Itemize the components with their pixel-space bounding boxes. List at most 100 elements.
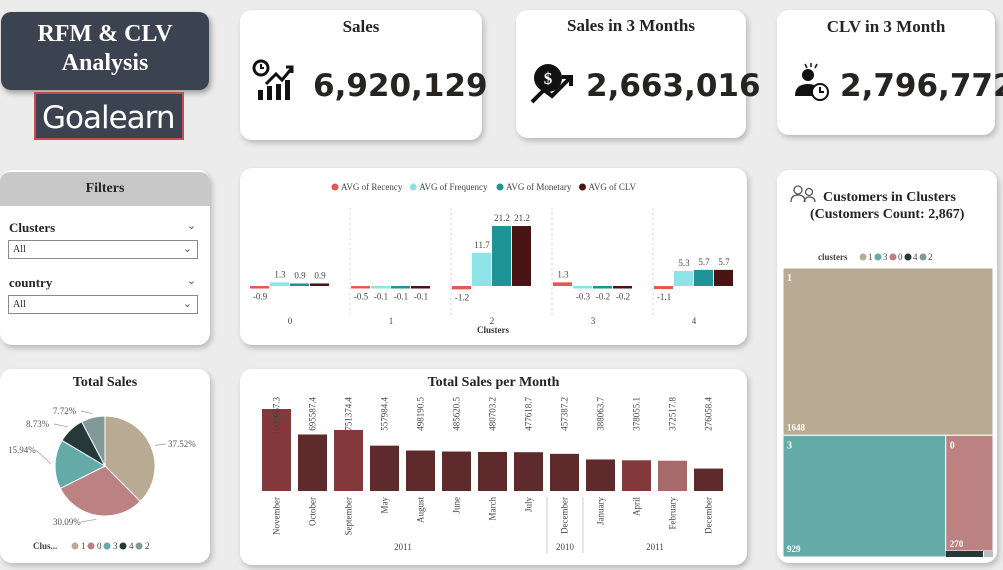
data-label: -0.2 — [596, 292, 610, 302]
bar-data-label: 477618.7 — [524, 397, 534, 431]
bar-data-label: 557984.4 — [380, 397, 390, 431]
pie-data-label: 8.73% — [26, 419, 50, 429]
total-sales-pie-chart: 37.52%30.09%15.94%8.73%7.72%Clus... 1 0 3 4 2 — [0, 369, 210, 563]
sales-3m-kpi-value: 2,663,016 — [586, 68, 761, 104]
month-tick-label: May — [380, 497, 390, 514]
bar-data-label: 695587.4 — [308, 397, 318, 431]
treemap-tile — [946, 551, 983, 557]
month-bar — [406, 451, 435, 491]
leader-line — [54, 424, 68, 427]
leader-line — [81, 519, 96, 522]
monthly-chart-title: Total Sales per Month — [240, 375, 747, 391]
title-line-2: Analysis — [1, 49, 209, 78]
goalearn-logo: Goalearn — [34, 92, 184, 140]
month-bar — [550, 454, 579, 491]
clusters-filter-value: All — [13, 244, 26, 255]
tile-value: 1648 — [787, 422, 806, 432]
legend-marker — [905, 254, 912, 261]
bar-data-label: 751374.4 — [344, 397, 354, 431]
month-tick-label: December — [704, 497, 714, 534]
country-filter-label: country — [9, 275, 52, 291]
month-tick-label: August — [416, 497, 426, 524]
legend-label: 1 — [81, 541, 86, 551]
country-collapse-icon[interactable]: ⌄ — [187, 274, 196, 287]
clusters-filter-select[interactable]: All ⌄ — [8, 240, 198, 259]
year-label: 2011 — [394, 542, 412, 552]
cluster-averages-chart: AVG of Recency AVG of Frequency AVG of Mon… — [240, 168, 747, 345]
data-label: -0.1 — [374, 292, 388, 302]
month-tick-label: September — [344, 497, 354, 536]
svg-text:$: $ — [544, 69, 553, 88]
x-tick-label: 0 — [288, 316, 293, 326]
month-bar — [514, 452, 543, 491]
data-label: -0.5 — [354, 292, 369, 302]
data-label: -0.2 — [616, 292, 630, 302]
country-filter-value: All — [13, 299, 26, 310]
legend-label: 2 — [145, 541, 150, 551]
month-tick-label: October — [308, 497, 318, 526]
month-tick-label: June — [452, 497, 462, 514]
report-title: RFM & CLV Analysis — [1, 12, 209, 90]
data-label: 5.7 — [718, 257, 730, 267]
title-line-1: RFM & CLV — [1, 20, 209, 49]
data-label: 0.9 — [314, 270, 326, 280]
legend-label: AVG of Monetary — [506, 182, 572, 192]
bar-avg-of-clv — [613, 286, 632, 289]
year-label: 2011 — [646, 542, 664, 552]
country-filter-select[interactable]: All ⌄ — [8, 295, 198, 314]
bar-data-label: 485620.5 — [452, 397, 462, 431]
monthly-sales-chart-card: Total Sales per Month 1009067.3 November 6… — [240, 369, 747, 565]
bar-growth-icon — [252, 58, 294, 102]
month-bar — [334, 430, 363, 491]
legend-label: 2 — [928, 252, 933, 262]
bar-avg-of-recency — [654, 286, 673, 289]
legend-marker — [875, 254, 882, 261]
legend-label: AVG of Frequency — [419, 182, 488, 192]
data-label: 1.3 — [557, 269, 569, 279]
sales-kpi-title: Sales — [240, 17, 482, 37]
treemap-tile — [984, 551, 993, 557]
data-label: -0.1 — [394, 292, 408, 302]
legend-marker — [120, 543, 127, 550]
x-tick-label: 1 — [389, 316, 394, 326]
chevron-down-icon: ⌄ — [183, 297, 192, 310]
bar-avg-of-monetary — [492, 226, 511, 286]
bar-avg-of-frequency — [270, 282, 289, 286]
bar-avg-of-clv — [512, 226, 531, 286]
money-growth-icon: $ — [530, 62, 574, 104]
year-label: 2010 — [556, 542, 575, 552]
filters-panel: Filters Clusters ⌄ All ⌄ country ⌄ All ⌄ — [0, 170, 210, 345]
clv-kpi-card: CLV in 3 Month 2,796,772 — [777, 10, 995, 135]
tile-label: 0 — [950, 440, 955, 451]
data-label: 11.7 — [474, 240, 490, 250]
tile-value: 270 — [950, 539, 964, 549]
month-bar — [694, 469, 723, 491]
clv-kpi-value: 2,796,772 — [840, 68, 1003, 104]
data-label: -1.1 — [657, 292, 671, 302]
legend-label: 3 — [883, 252, 888, 262]
legend-marker — [72, 543, 79, 550]
bar-data-label: 378055.1 — [632, 397, 642, 431]
sales-3m-kpi-title: Sales in 3 Months — [516, 16, 746, 36]
legend-marker — [332, 184, 339, 191]
chevron-down-icon: ⌄ — [183, 242, 192, 255]
clusters-collapse-icon[interactable]: ⌄ — [187, 219, 196, 232]
bar-avg-of-clv — [714, 270, 733, 286]
bar-data-label: 498190.5 — [416, 397, 426, 431]
bar-avg-of-frequency — [472, 253, 491, 286]
month-tick-label: April — [632, 497, 642, 516]
leader-line — [155, 444, 166, 445]
leader-line — [36, 450, 51, 464]
legend-marker — [890, 254, 897, 261]
customer-clock-icon — [791, 62, 831, 102]
data-label: 5.7 — [698, 257, 710, 267]
bar-data-label: 388063.7 — [596, 397, 606, 431]
x-tick-label: 3 — [591, 316, 596, 326]
pie-legend-title: Clus... — [33, 541, 57, 551]
data-label: 5.3 — [678, 258, 690, 268]
bar-data-label: 457387.2 — [560, 397, 570, 431]
legend-marker — [860, 254, 867, 261]
bar-data-label: 276058.4 — [704, 397, 714, 431]
pie-chart-title: Total Sales — [0, 375, 210, 391]
